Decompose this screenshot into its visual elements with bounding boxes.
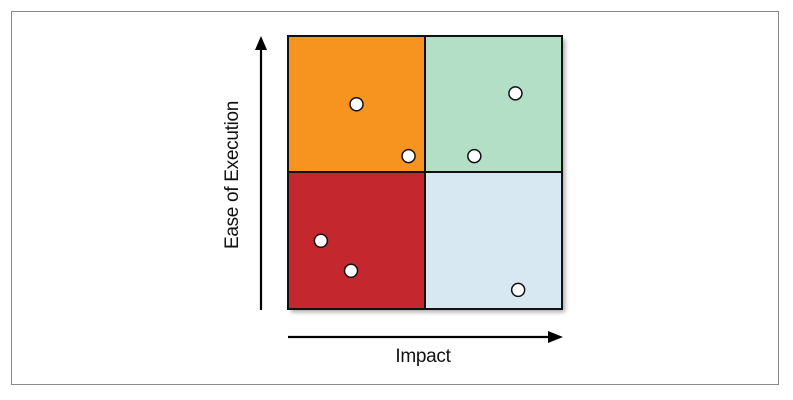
y-axis-arrowhead <box>255 36 267 50</box>
matrix-border <box>287 35 563 310</box>
x-axis-arrowhead <box>548 331 563 343</box>
data-point-5 <box>313 233 329 248</box>
data-points <box>313 86 526 298</box>
quadrant-bottom-right <box>425 172 562 309</box>
data-point-2 <box>401 148 416 164</box>
data-point-7 <box>510 282 526 298</box>
data-point-4 <box>508 86 523 101</box>
quadrant-top-right <box>425 36 562 172</box>
data-point-1 <box>349 97 364 112</box>
x-axis-label: Impact <box>395 346 451 367</box>
data-point-6 <box>343 263 359 279</box>
y-axis-label: Ease of Execution <box>222 100 243 250</box>
quadrant-bottom-left <box>288 172 425 309</box>
data-point-3 <box>467 148 482 164</box>
